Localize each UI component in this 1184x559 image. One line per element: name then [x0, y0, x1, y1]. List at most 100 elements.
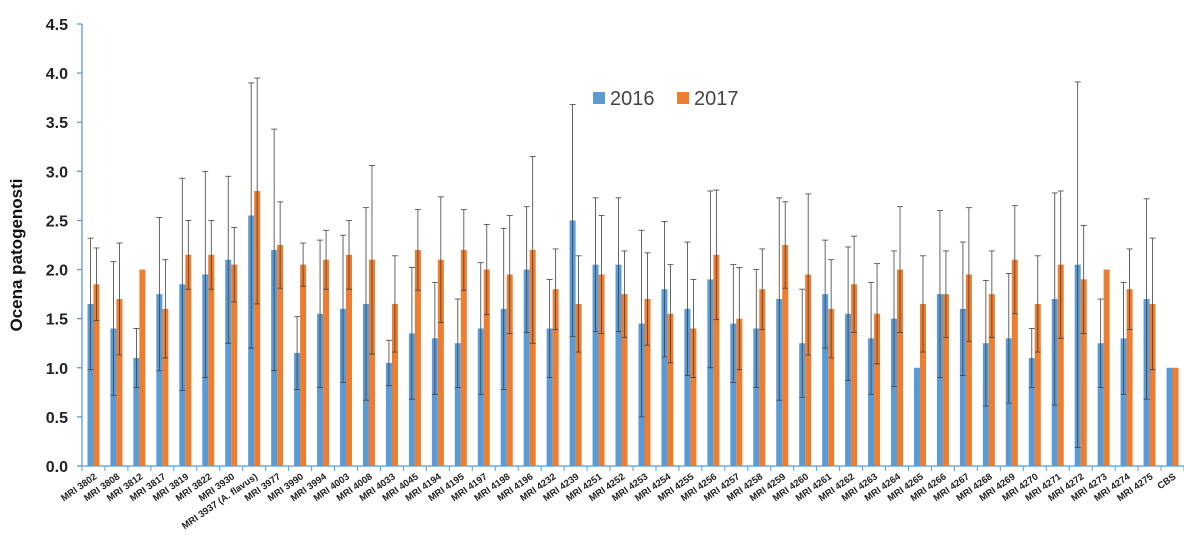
bar-2017-mri-4259 — [782, 245, 789, 466]
bar-2016-mri-4261 — [822, 294, 829, 466]
bar-2017-mri-3990 — [300, 264, 307, 466]
bar-2017-mri-4269 — [1011, 259, 1018, 466]
bar-2017-mri-4198 — [506, 274, 513, 466]
bar-2016-mri-3802 — [87, 303, 94, 466]
bar-2016-mri-3812 — [133, 357, 140, 466]
bar-2017-mri-3817 — [162, 308, 169, 466]
bar-2017-mri-4255 — [690, 328, 697, 466]
bar-2016-mri-4045 — [408, 333, 415, 466]
bar-2017-mri-4265 — [919, 303, 926, 466]
bar-2016-mri-4232 — [546, 328, 553, 466]
bar-2017-mri-3802 — [93, 284, 100, 466]
bar-2017-mri-4266 — [942, 294, 949, 466]
y-tick-label: 1.0 — [46, 361, 68, 378]
bar-2017-mri-4008 — [368, 259, 375, 466]
y-tick-label: 3.5 — [46, 115, 68, 132]
bar-2017-mri-3822 — [208, 254, 215, 466]
bar-2017-mri-4267 — [965, 274, 972, 466]
bar-2017-mri-3819 — [185, 254, 192, 466]
legend-swatch-2016 — [593, 92, 605, 104]
y-tick-label: 3.0 — [46, 164, 68, 181]
bar-2016-cbs — [1166, 367, 1173, 466]
bar-2017-mri-4232 — [552, 289, 559, 466]
bar-2017-mri-4003 — [346, 254, 353, 466]
bar-2017-mri-4197 — [483, 269, 490, 466]
bar-2016-mri-4257 — [730, 323, 737, 466]
bar-2017-mri-4256 — [713, 254, 720, 466]
bar-2016-mri-4264 — [891, 318, 898, 466]
bar-2017-mri-4271 — [1057, 264, 1064, 466]
bar-2016-mri-3817 — [156, 294, 163, 466]
bar-2016-mri-4273 — [1097, 343, 1104, 466]
bar-2017-mri-4262 — [851, 284, 858, 466]
bar-2017-mri-4257 — [736, 318, 743, 466]
bar-2016-mri-4196 — [523, 269, 530, 466]
bar-2016-mri-4033 — [385, 362, 392, 466]
bar-2017-mri-4195 — [460, 249, 467, 466]
bar-2017-mri-3808 — [116, 299, 123, 466]
bar-2017-mri-3812 — [139, 269, 146, 466]
bar-2016-mri-4197 — [477, 328, 484, 466]
bar-2017-mri-4194 — [437, 259, 444, 466]
bar-2016-mri-4254 — [661, 289, 668, 466]
bar-2017-mri-3977 — [277, 245, 284, 466]
error-bars — [87, 77, 1156, 448]
bar-2016-mri-4195 — [454, 343, 461, 466]
y-axis-title: Ocena patogenosti — [7, 178, 26, 331]
bar-2017-mri-4253 — [644, 299, 651, 466]
legend-swatch-2017 — [677, 92, 689, 104]
bar-2016-mri-3994 — [317, 313, 324, 466]
bar-2016-mri-4258 — [753, 328, 760, 466]
bar-2016-mri-3930 — [225, 259, 232, 466]
bar-2017-mri-4268 — [988, 294, 995, 466]
bar-2017-mri-4270 — [1034, 303, 1041, 466]
bar-2016-mri-4274 — [1120, 338, 1127, 466]
legend-label-2017: 2017 — [694, 88, 739, 110]
bar-2017-mri-4252 — [621, 294, 628, 466]
bar-2016-mri-4270 — [1028, 357, 1035, 466]
bar-2016-mri-3808 — [110, 328, 117, 466]
bar-2017-mri-4254 — [667, 313, 674, 466]
bar-2016-mri-4256 — [707, 279, 714, 466]
bar-2017-mri-4264 — [897, 269, 904, 466]
bar-2016-mri-4003 — [340, 308, 347, 466]
bar-2017-mri-4273 — [1103, 269, 1110, 466]
bar-2017-mri-4196 — [529, 249, 536, 466]
y-tick-label: 0.0 — [46, 459, 68, 476]
bar-2017-mri-4251 — [598, 274, 605, 466]
bar-2016-mri-4266 — [936, 294, 943, 466]
bar-2017-mri-4261 — [828, 308, 835, 466]
legend: 2016 2017 — [593, 88, 739, 110]
bar-2017-mri-4033 — [391, 303, 398, 466]
bar-2016-mri-4265 — [913, 367, 920, 466]
y-tick-label: 4.5 — [46, 17, 68, 34]
y-tick-label: 4.0 — [46, 66, 68, 83]
bar-2017-mri-4263 — [874, 313, 881, 466]
bar-2017-cbs — [1172, 367, 1179, 466]
legend-label-2016: 2016 — [610, 88, 655, 110]
x-tick-label: CBS — [1155, 471, 1178, 492]
y-tick-label: 1.5 — [46, 312, 68, 329]
bar-2017-mri-4045 — [414, 249, 421, 466]
y-tick-label: 2.0 — [46, 263, 68, 280]
bar-2016-mri-4263 — [868, 338, 875, 466]
bar-2016-mri-4252 — [615, 264, 622, 466]
bar-2016-mri-4251 — [592, 264, 599, 466]
y-tick-label: 0.5 — [46, 410, 68, 427]
bar-2017-mri-4260 — [805, 274, 812, 466]
bar-2016-mri-4194 — [431, 338, 438, 466]
bar-2016-mri-4260 — [799, 343, 806, 466]
bar-2017-mri-4274 — [1126, 289, 1133, 466]
bar-2017-mri-4272 — [1080, 279, 1087, 466]
bar-2017-mri-3994 — [323, 259, 330, 466]
bar-2017-mri-4275 — [1149, 303, 1156, 466]
bar-2017-mri-3937-a-flavus — [254, 190, 261, 466]
bar-2016-mri-4262 — [845, 313, 852, 466]
bar-2017-mri-3930 — [231, 264, 238, 466]
bar-2017-mri-4258 — [759, 289, 766, 466]
bar-2016-mri-4267 — [959, 308, 966, 466]
bar-2016-mri-3990 — [294, 353, 301, 466]
bar-2017-mri-4239 — [575, 303, 582, 466]
